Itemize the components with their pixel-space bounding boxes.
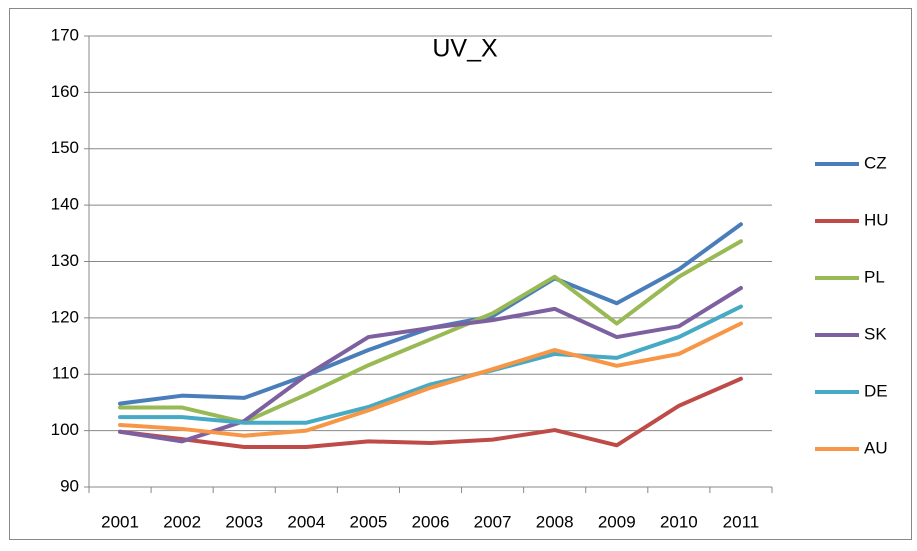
y-tick-label: 100 [51, 420, 79, 439]
y-tick-label: 140 [51, 195, 79, 214]
x-tick-label: 2001 [101, 512, 139, 531]
legend-label: DE [864, 381, 888, 400]
series-line [118, 304, 743, 425]
legend-label: SK [864, 324, 887, 343]
series-line [118, 376, 743, 449]
x-tick-label: 2008 [536, 512, 574, 531]
x-tick-label: 2005 [349, 512, 387, 531]
legend-label: AU [864, 438, 888, 457]
series-line [118, 285, 743, 444]
y-tick-label: 130 [51, 251, 79, 270]
y-tick-label: 170 [51, 25, 79, 44]
series-line [118, 321, 743, 438]
x-tick-label: 2011 [723, 512, 760, 531]
x-tick-label: 2006 [412, 512, 450, 531]
x-tick-label: 2003 [225, 512, 263, 531]
x-tick-label: 2009 [598, 512, 636, 531]
x-tick-label: 2010 [660, 512, 698, 531]
series-line [118, 239, 743, 425]
x-tick-label: 2002 [163, 512, 201, 531]
legend-label: CZ [864, 153, 887, 172]
legend-label: HU [864, 210, 889, 229]
x-tick-label: 2004 [287, 512, 325, 531]
chart-title: UV_X [432, 35, 498, 63]
y-tick-label: 150 [51, 138, 79, 157]
legend-label: PL [864, 267, 885, 286]
y-tick-label: 110 [52, 364, 79, 383]
y-tick-label: 160 [51, 82, 79, 101]
y-tick-label: 90 [60, 476, 79, 495]
chart-border [9, 8, 912, 540]
x-tick-label: 2007 [474, 512, 512, 531]
y-tick-label: 120 [51, 307, 79, 326]
